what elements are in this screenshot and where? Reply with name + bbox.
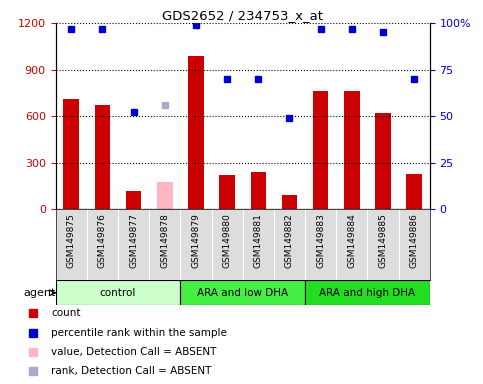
Text: GSM149883: GSM149883 [316, 213, 325, 268]
Bar [282, 195, 298, 209]
Title: GDS2652 / 234753_x_at: GDS2652 / 234753_x_at [162, 9, 323, 22]
Bar [56, 280, 180, 305]
Text: ARA and high DHA: ARA and high DHA [319, 288, 415, 298]
Text: agent: agent [23, 288, 56, 298]
Bar [180, 280, 305, 305]
Bar [157, 182, 172, 209]
Text: count: count [51, 308, 81, 318]
Text: GSM149885: GSM149885 [379, 213, 387, 268]
Text: ARA and low DHA: ARA and low DHA [197, 288, 288, 298]
Text: GSM149878: GSM149878 [160, 213, 169, 268]
Bar [126, 191, 142, 209]
Bar [188, 56, 204, 209]
Bar [313, 91, 328, 209]
Text: value, Detection Call = ABSENT: value, Detection Call = ABSENT [51, 347, 216, 357]
Text: GSM149882: GSM149882 [285, 213, 294, 268]
Text: control: control [100, 288, 136, 298]
Text: GSM149886: GSM149886 [410, 213, 419, 268]
Bar [305, 280, 430, 305]
Text: rank, Detection Call = ABSENT: rank, Detection Call = ABSENT [51, 366, 212, 376]
Text: GSM149876: GSM149876 [98, 213, 107, 268]
Text: GSM149880: GSM149880 [223, 213, 232, 268]
Text: GSM149884: GSM149884 [347, 213, 356, 268]
Bar [219, 175, 235, 209]
Bar [251, 172, 266, 209]
Bar [344, 91, 360, 209]
Text: percentile rank within the sample: percentile rank within the sample [51, 328, 227, 338]
Text: GSM149881: GSM149881 [254, 213, 263, 268]
Text: GSM149877: GSM149877 [129, 213, 138, 268]
Bar [407, 174, 422, 209]
Bar [375, 113, 391, 209]
Text: GSM149875: GSM149875 [67, 213, 76, 268]
Text: GSM149879: GSM149879 [191, 213, 200, 268]
Bar [63, 99, 79, 209]
Bar [95, 104, 110, 209]
